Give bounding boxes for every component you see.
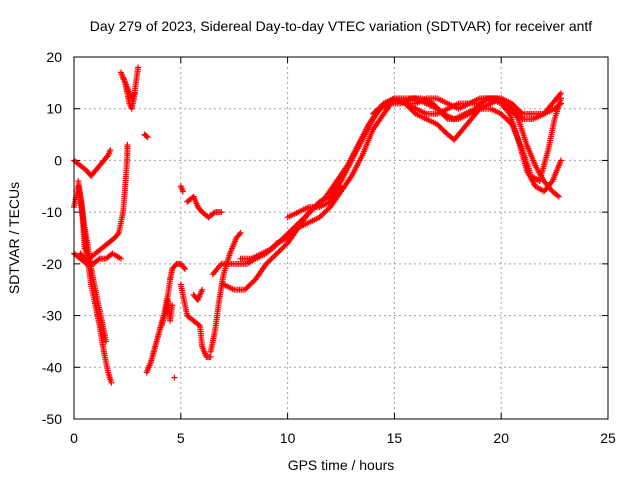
data-point [379, 101, 386, 108]
y-tick-label: 0 [54, 152, 62, 168]
series-t6 [77, 250, 92, 267]
data-point [507, 119, 514, 126]
data-point [84, 259, 91, 266]
data-point [171, 374, 178, 381]
y-tick-labels: -50 -40 -30 -20 -10 0 10 20 [42, 49, 62, 427]
x-axis-title: GPS time / hours [288, 457, 395, 473]
plot-frame [73, 56, 609, 420]
data-point [518, 114, 525, 121]
series-t13 [177, 183, 186, 195]
data-point [181, 264, 188, 271]
data-point [131, 91, 138, 98]
data-point [179, 188, 186, 195]
series-t12 [171, 374, 178, 381]
data-point [169, 302, 176, 309]
y-tick-label: 10 [46, 101, 62, 117]
y-tick-label: -40 [42, 359, 62, 375]
data-point [338, 183, 344, 190]
series-t5 [77, 198, 110, 345]
grid-lines [74, 57, 608, 419]
series-t8 [120, 74, 138, 102]
x-tick-label: 10 [280, 430, 296, 446]
series-t16 [190, 286, 206, 304]
x-tick-label: 0 [70, 430, 78, 446]
data-point [104, 153, 111, 160]
data-point [558, 157, 565, 164]
data-point [114, 231, 121, 238]
series-t10 [143, 260, 189, 376]
data-point [135, 64, 142, 71]
series-t21 [284, 183, 344, 221]
data-point [117, 255, 124, 262]
data-point [554, 192, 561, 199]
series-t23 [402, 90, 565, 123]
x-tick-label: 15 [387, 430, 403, 446]
series-t2 [71, 250, 124, 267]
data-point [443, 114, 450, 121]
data-point [199, 286, 206, 293]
x-tick-label: 5 [177, 430, 185, 446]
y-tick-label: -30 [42, 308, 62, 324]
chart-title: Day 279 of 2023, Sidereal Day-to-day VTE… [90, 18, 593, 34]
data-point [237, 229, 244, 236]
data-point [85, 260, 92, 267]
data-point [108, 379, 115, 386]
data-point [124, 141, 131, 148]
series-t3 [71, 147, 114, 179]
x-tick-label: 25 [600, 430, 616, 446]
x-tick-labels: 0 5 10 15 20 25 [70, 430, 616, 446]
data-points [71, 64, 565, 386]
y-axis-title: SDTVAR / TECUs [6, 182, 22, 294]
series-t11 [158, 297, 176, 329]
data-point [143, 133, 150, 140]
data-point [107, 147, 114, 154]
y-tick-label: 20 [46, 49, 62, 65]
data-point [95, 256, 102, 263]
series-t14 [184, 193, 225, 221]
data-point [236, 231, 243, 238]
series-t9 [141, 131, 151, 141]
y-tick-label: -10 [42, 204, 62, 220]
data-point [131, 90, 138, 97]
data-point [144, 134, 151, 141]
series-t15 [177, 281, 214, 360]
data-point [555, 193, 562, 200]
y-tick-label: -20 [42, 256, 62, 272]
data-point [182, 266, 189, 273]
data-point [103, 338, 110, 345]
data-point [210, 210, 217, 217]
y-tick-label: -50 [42, 411, 62, 427]
data-point [218, 209, 225, 216]
x-tick-label: 20 [493, 430, 509, 446]
data-point [207, 353, 214, 360]
data-point [558, 90, 565, 97]
